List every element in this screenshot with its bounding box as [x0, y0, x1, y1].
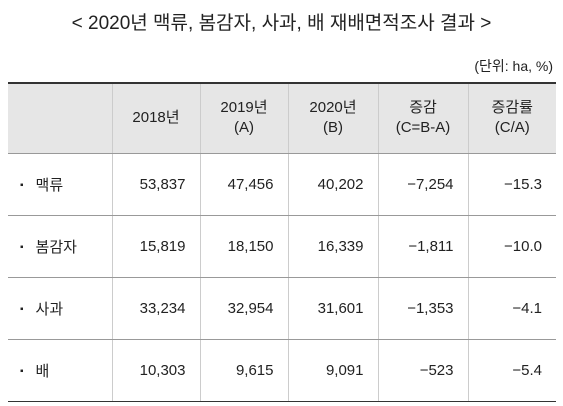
table-row: ▪ 봄감자 15,819 18,150 16,339 −1,811 −10.0 [8, 215, 556, 278]
table-row: ▪ 사과 33,234 32,954 31,601 −1,353 −4.1 [8, 277, 556, 340]
header-text: 증감률 [491, 99, 533, 117]
row-label: 맥류 [35, 176, 64, 194]
table-row: ▪ 배 10,303 9,615 9,091 −523 −5.4 [8, 339, 556, 402]
value-cell: −4.1 [467, 277, 556, 340]
header-cell: 2019년 (A) [199, 83, 288, 154]
cell-value: −1,353 [407, 299, 454, 317]
row-label-cell: ▪ 사과 [8, 277, 112, 340]
header-text: 증감 [409, 99, 437, 117]
row-label-cell: ▪ 맥류 [8, 153, 112, 216]
cell-value: 53,837 [139, 175, 186, 193]
table-head: 2018년 2019년 (A) 2020년 (B) 증감 (C=B-A) 증감률 (C/A) [8, 83, 556, 154]
header-cell: 2018년 [111, 83, 200, 154]
cell-value: −10.0 [504, 237, 542, 255]
value-cell: 47,456 [199, 153, 288, 216]
table-body: ▪ 맥류 53,837 47,456 40,202 −7,254 −15.3 ▪ 봄감자 15,8… [8, 153, 556, 402]
value-cell: −1,811 [377, 215, 468, 278]
unit-note: (단위: ha, %) [474, 58, 553, 74]
value-cell: 53,837 [111, 153, 200, 216]
value-cell: 40,202 [287, 153, 378, 216]
cell-value: −7,254 [407, 175, 454, 193]
header-text: 2020년 [309, 99, 357, 117]
title: < 2020년 맥류, 봄감자, 사과, 배 재배면적조사 결과 > [71, 13, 492, 34]
value-cell: −10.0 [467, 215, 556, 278]
cell-value: 15,819 [139, 237, 186, 255]
header-row: 2018년 2019년 (A) 2020년 (B) 증감 (C=B-A) 증감률 (C/A) [8, 83, 556, 154]
row-label-cell: ▪ 봄감자 [8, 215, 112, 278]
value-cell: 15,819 [111, 215, 200, 278]
cell-value: 47,456 [227, 175, 274, 193]
value-cell: 31,601 [287, 277, 378, 340]
value-cell: −523 [377, 339, 468, 402]
header-text: (A) [234, 119, 254, 137]
value-cell: −1,353 [377, 277, 468, 340]
header-text: (C/A) [494, 119, 530, 137]
value-cell: 10,303 [111, 339, 200, 402]
bullet: ▪ [20, 304, 24, 316]
header-text: (C=B-A) [395, 119, 451, 137]
header-cell: 2020년 (B) [287, 83, 378, 154]
cell-value: −1,811 [408, 237, 454, 255]
value-cell: 18,150 [199, 215, 288, 278]
value-cell: 32,954 [199, 277, 288, 340]
cell-value: 18,150 [227, 237, 274, 255]
header-text: 2018년 [132, 109, 180, 127]
row-label: 사과 [35, 300, 64, 318]
cell-value: 9,615 [235, 361, 274, 379]
row-label: 배 [35, 362, 50, 380]
value-cell: 33,234 [111, 277, 200, 340]
value-cell: −5.4 [467, 339, 556, 402]
bullet: ▪ [20, 242, 24, 254]
value-cell: 16,339 [287, 215, 378, 278]
cell-value: 31,601 [317, 299, 364, 317]
header-text: 2019년 [220, 99, 268, 117]
header-cell [8, 83, 112, 154]
value-cell: 9,091 [287, 339, 378, 402]
cell-value: −4.1 [512, 299, 542, 317]
cell-value: 9,091 [325, 361, 364, 379]
cell-value: 40,202 [317, 175, 364, 193]
row-label: 봄감자 [35, 238, 77, 256]
cell-value: 16,339 [317, 237, 364, 255]
table-row: ▪ 맥류 53,837 47,456 40,202 −7,254 −15.3 [8, 153, 556, 216]
cell-value: −5.4 [512, 361, 542, 379]
value-cell: −15.3 [467, 153, 556, 216]
row-label-cell: ▪ 배 [8, 339, 112, 402]
header-cell: 증감 (C=B-A) [377, 83, 468, 154]
cell-value: −523 [419, 361, 454, 379]
data-table: 2018년 2019년 (A) 2020년 (B) 증감 (C=B-A) 증감률 (C/A) ▪… [8, 82, 556, 402]
value-cell: 9,615 [199, 339, 288, 402]
cell-value: 33,234 [139, 299, 186, 317]
cell-value: 32,954 [227, 299, 274, 317]
bullet: ▪ [20, 180, 24, 192]
cell-value: 10,303 [139, 361, 186, 379]
header-cell: 증감률 (C/A) [467, 83, 556, 154]
cell-value: −15.3 [504, 175, 542, 193]
header-text: (B) [323, 119, 343, 137]
value-cell: −7,254 [377, 153, 468, 216]
bullet: ▪ [20, 366, 24, 378]
